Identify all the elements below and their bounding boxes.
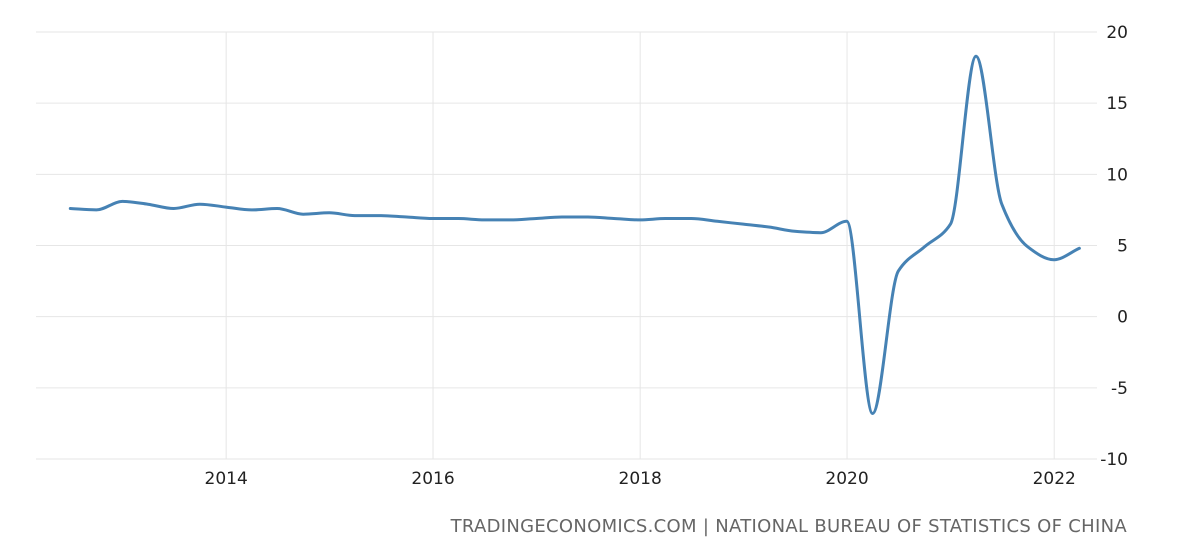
y-tick-label: 15	[1106, 94, 1128, 114]
plot-area	[68, 54, 1081, 415]
y-axis-tick-labels: 20 15 10 5 0 -5 -10	[1100, 23, 1128, 470]
source-credit: TRADINGECONOMICS.COM | NATIONAL BUREAU O…	[450, 516, 1127, 537]
y-tick-label: 20	[1106, 23, 1128, 43]
x-tick-label: 2020	[825, 469, 868, 489]
y-tick-label: -5	[1111, 379, 1128, 399]
x-tick-label: 2018	[619, 469, 662, 489]
series-line	[68, 54, 1081, 415]
y-tick-label: 0	[1117, 308, 1128, 328]
x-tick-label: 2014	[205, 469, 248, 489]
y-tick-label: 5	[1117, 237, 1128, 257]
y-tick-label: -10	[1100, 450, 1128, 470]
x-tick-label: 2016	[411, 469, 454, 489]
x-tick-label: 2022	[1033, 469, 1076, 489]
x-axis-tick-labels: 2014 2016 2018 2020 2022	[205, 469, 1076, 489]
y-tick-label: 10	[1106, 165, 1128, 185]
gridlines	[36, 31, 1097, 460]
